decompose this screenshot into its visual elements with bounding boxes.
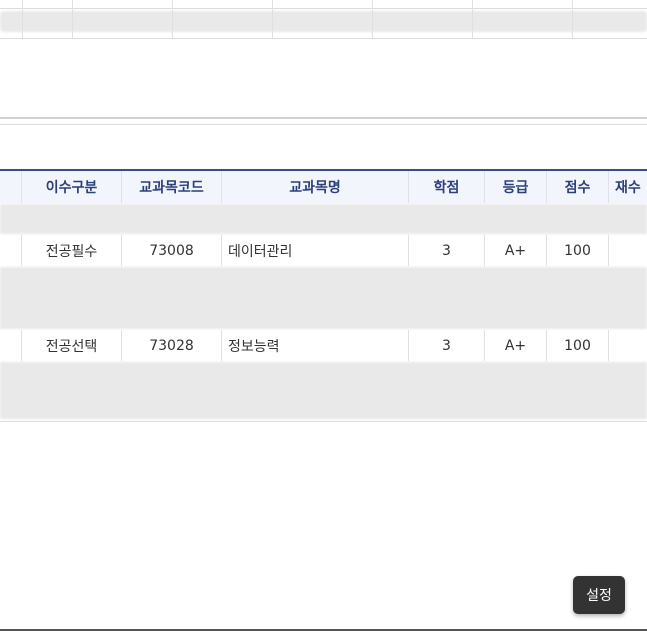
bottom-border bbox=[0, 629, 647, 631]
header-grade[interactable]: 등급 bbox=[485, 171, 547, 203]
cell-grade: A+ bbox=[485, 330, 547, 361]
cell-name: 데이터관리 bbox=[222, 235, 409, 266]
cell-category: 전공선택 bbox=[22, 330, 122, 361]
cell-credits: 3 bbox=[409, 330, 485, 361]
header-course-code[interactable]: 교과목코드 bbox=[122, 171, 222, 203]
header-credits[interactable]: 학점 bbox=[409, 171, 485, 203]
cell-score: 100 bbox=[547, 330, 609, 361]
settings-button[interactable]: 설정 bbox=[573, 576, 625, 614]
cell-score: 100 bbox=[547, 235, 609, 266]
header-retake[interactable]: 재수 bbox=[609, 171, 647, 203]
header-category[interactable]: 이수구분 bbox=[22, 171, 122, 203]
section-divider bbox=[0, 117, 647, 119]
section-divider bbox=[0, 124, 647, 125]
cell-name: 정보능력 bbox=[222, 330, 409, 361]
header-score[interactable]: 점수 bbox=[547, 171, 609, 203]
header-course-name[interactable]: 교과목명 bbox=[222, 171, 409, 203]
cell-code: 73008 bbox=[122, 235, 222, 266]
cell-category: 전공필수 bbox=[22, 235, 122, 266]
cell-code: 73028 bbox=[122, 330, 222, 361]
cell-credits: 3 bbox=[409, 235, 485, 266]
header-blank bbox=[0, 171, 22, 203]
cell-grade: A+ bbox=[485, 235, 547, 266]
